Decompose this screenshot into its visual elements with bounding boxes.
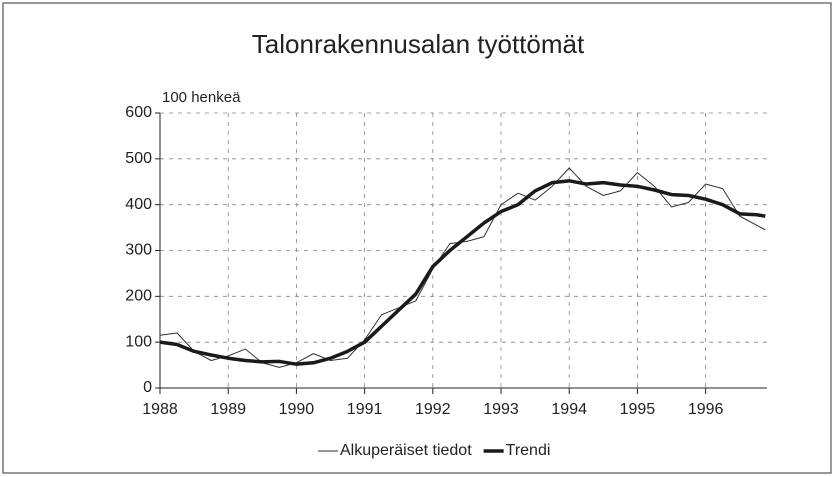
x-tick-label: 1994 (551, 401, 587, 418)
y-tick-label: 600 (125, 104, 152, 121)
y-tick-label: 100 (125, 333, 152, 350)
x-tick-label: 1993 (483, 401, 519, 418)
chart-title: Talonrakennusalan työttömät (252, 29, 585, 59)
y-tick-label: 400 (125, 196, 152, 213)
x-tick-label: 1995 (620, 401, 656, 418)
x-tick-label: 1991 (347, 401, 383, 418)
line (159, 167, 766, 368)
legend-label: Alkuperäiset tiedot (340, 442, 472, 459)
y-tick-label: 200 (125, 288, 152, 305)
x-tick-label: 1996 (688, 401, 724, 418)
x-tick-label: 1992 (415, 401, 451, 418)
y-tick-label: 300 (125, 242, 152, 259)
x-tick-label: 1990 (279, 401, 315, 418)
y-tick-label: 500 (125, 150, 152, 167)
x-tick-label: 1989 (210, 401, 246, 418)
legend-label: Trendi (506, 442, 551, 459)
y-tick-label: 0 (143, 379, 152, 396)
line (159, 179, 766, 366)
y-axis-label: 100 henkeä (162, 89, 241, 106)
x-tick-label: 1988 (142, 401, 178, 418)
